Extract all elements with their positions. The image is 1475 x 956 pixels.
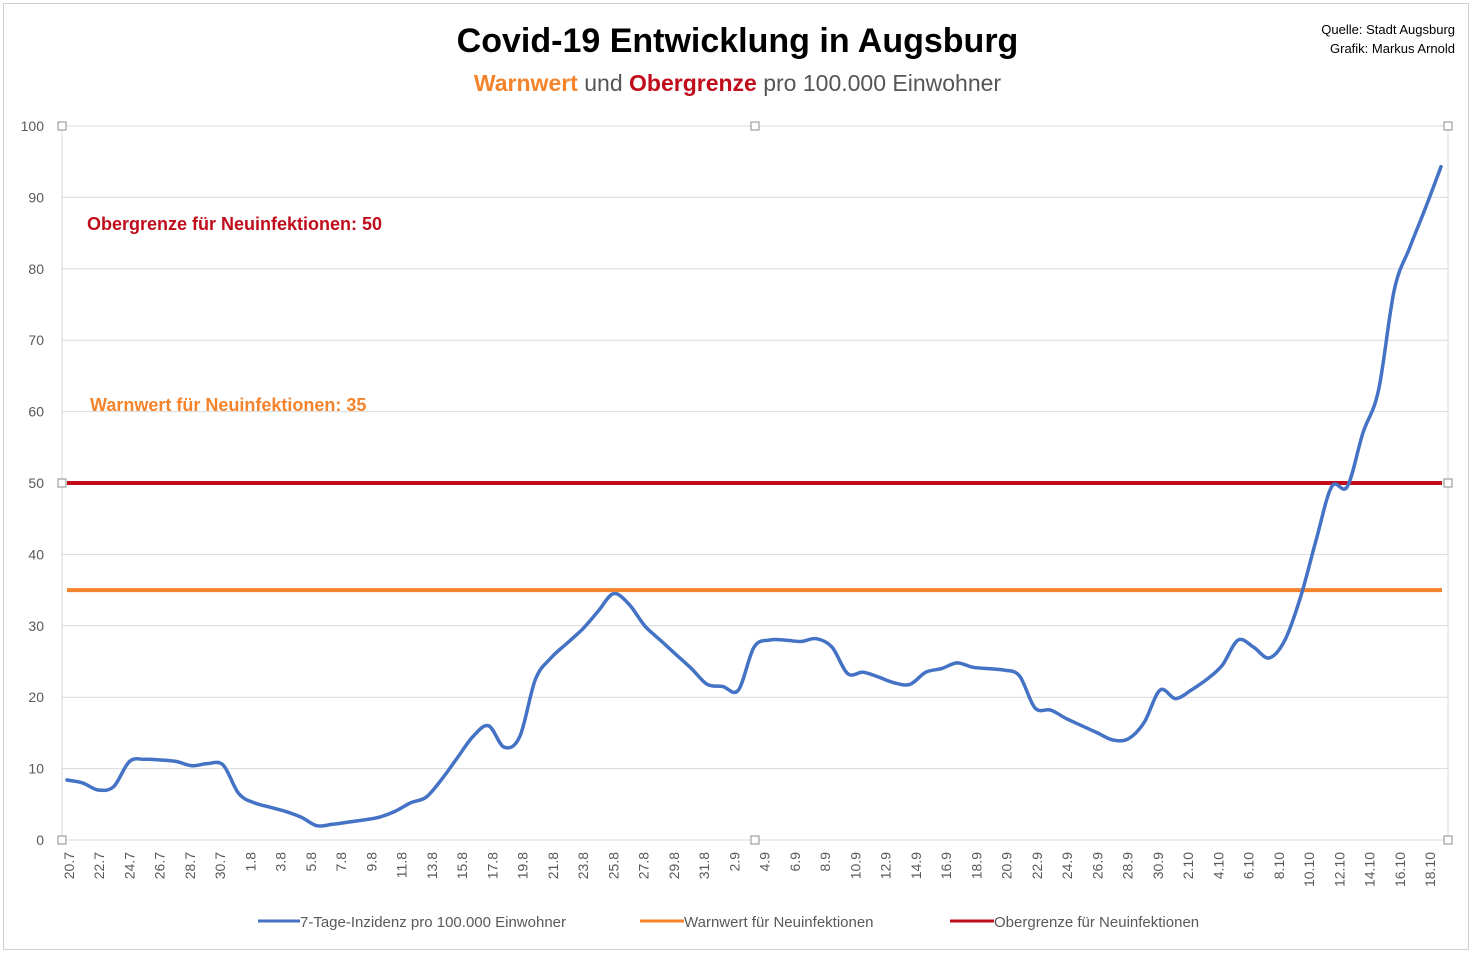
x-tick-label: 28.9 xyxy=(1120,852,1136,879)
source-note: Quelle: Stadt Augsburg Grafik: Markus Ar… xyxy=(1321,20,1455,58)
x-tick-label: 28.7 xyxy=(182,852,198,879)
x-tick-label: 26.7 xyxy=(152,852,168,879)
subtitle-warnwert: Warnwert xyxy=(473,70,578,96)
y-axis-ticks: 0 10 20 30 40 50 60 70 80 90 100 xyxy=(21,118,45,848)
x-tick-label: 22.9 xyxy=(1029,852,1045,879)
y-tick-label: 0 xyxy=(36,832,44,848)
x-tick-label: 25.8 xyxy=(605,852,621,879)
x-tick-label: 15.8 xyxy=(454,852,470,879)
y-tick-label: 10 xyxy=(28,761,44,777)
x-tick-label: 4.9 xyxy=(757,852,773,872)
resize-handle[interactable] xyxy=(57,835,67,845)
subtitle-und: und xyxy=(584,70,623,96)
x-tick-label: 24.9 xyxy=(1059,852,1075,879)
x-tick-label: 23.8 xyxy=(575,852,591,879)
x-tick-label: 6.9 xyxy=(787,852,803,872)
x-tick-label: 2.10 xyxy=(1180,852,1196,879)
x-tick-label: 20.9 xyxy=(999,852,1015,879)
x-tick-label: 30.7 xyxy=(212,852,228,879)
x-tick-label: 24.7 xyxy=(121,852,137,879)
subtitle-obergrenze: Obergrenze xyxy=(629,70,757,96)
x-tick-label: 5.8 xyxy=(303,852,319,872)
x-tick-label: 22.7 xyxy=(91,852,107,879)
x-tick-label: 4.10 xyxy=(1210,852,1226,879)
x-tick-label: 18.10 xyxy=(1422,852,1438,887)
x-tick-label: 20.7 xyxy=(61,852,77,879)
x-tick-label: 10.10 xyxy=(1301,852,1317,887)
incidence-series-line xyxy=(65,164,1443,828)
resize-handle[interactable] xyxy=(1443,835,1453,845)
y-tick-label: 50 xyxy=(28,475,44,491)
x-tick-label: 16.9 xyxy=(938,852,954,879)
x-tick-label: 31.8 xyxy=(696,852,712,879)
resize-handle[interactable] xyxy=(1443,121,1453,131)
subtitle-rest: pro 100.000 Einwohner xyxy=(763,70,1002,96)
legend-label-obergrenze: Obergrenze für Neuinfektionen xyxy=(994,914,1199,931)
x-tick-label: 11.8 xyxy=(394,852,410,878)
x-tick-label: 7.8 xyxy=(333,852,349,872)
warnwert-annotation: Warnwert für Neuinfektionen: 35 xyxy=(90,395,366,415)
y-tick-label: 70 xyxy=(28,332,44,348)
resize-handle[interactable] xyxy=(57,121,67,131)
x-tick-label: 14.10 xyxy=(1362,852,1378,887)
x-tick-label: 21.8 xyxy=(545,852,561,879)
x-tick-label: 12.10 xyxy=(1331,852,1347,887)
x-tick-label: 6.10 xyxy=(1241,852,1257,879)
x-tick-label: 12.9 xyxy=(878,852,894,879)
x-tick-label: 8.10 xyxy=(1271,852,1287,879)
chart-subtitle: Warnwert und Obergrenze pro 100.000 Einw… xyxy=(0,70,1475,97)
y-tick-label: 30 xyxy=(28,618,44,634)
y-tick-label: 40 xyxy=(28,546,44,562)
x-tick-label: 13.8 xyxy=(424,852,440,879)
chart-frame xyxy=(3,3,1469,950)
x-tick-label: 18.9 xyxy=(968,852,984,879)
y-tick-label: 60 xyxy=(28,404,44,420)
source-line: Quelle: Stadt Augsburg xyxy=(1321,22,1455,37)
x-tick-label: 27.8 xyxy=(636,852,652,879)
x-tick-label: 9.8 xyxy=(363,852,379,872)
resize-handle[interactable] xyxy=(1443,478,1453,488)
x-tick-label: 17.8 xyxy=(484,852,500,879)
x-tick-label: 10.9 xyxy=(847,852,863,879)
y-tick-label: 90 xyxy=(28,189,44,205)
resize-handle[interactable] xyxy=(750,835,760,845)
x-axis-ticks: 20.7 22.7 24.7 26.7 28.7 30.7 1.8 3.8 5.8 7.8 9.8 1… xyxy=(61,852,1438,887)
legend-label-inzidenz: 7-Tage-Inzidenz pro 100.000 Einwohner xyxy=(300,914,566,931)
reference-lines xyxy=(67,481,1442,593)
x-tick-label: 26.9 xyxy=(1089,852,1105,879)
chart-title: Covid-19 Entwicklung in Augsburg xyxy=(456,22,1019,60)
resize-handle[interactable] xyxy=(750,121,760,131)
selection-handles xyxy=(57,121,1453,845)
x-tick-label: 19.8 xyxy=(515,852,531,879)
credit-line: Grafik: Markus Arnold xyxy=(1330,41,1455,56)
x-tick-label: 29.8 xyxy=(666,852,682,879)
x-tick-label: 8.9 xyxy=(817,852,833,872)
resize-handle[interactable] xyxy=(57,478,67,488)
y-tick-label: 80 xyxy=(28,261,44,277)
x-tick-label: 14.9 xyxy=(908,852,924,879)
y-tick-label: 20 xyxy=(28,689,44,705)
legend-label-warnwert: Warnwert für Neuinfektionen xyxy=(684,914,874,931)
x-tick-label: 30.9 xyxy=(1150,852,1166,879)
x-tick-label: 3.8 xyxy=(273,852,289,872)
obergrenze-annotation: Obergrenze für Neuinfektionen: 50 xyxy=(87,214,382,234)
y-tick-label: 100 xyxy=(21,118,45,134)
x-tick-label: 16.10 xyxy=(1392,852,1408,887)
x-tick-label: 1.8 xyxy=(242,852,258,872)
x-tick-label: 2.9 xyxy=(726,852,742,872)
legend: 7-Tage-Inzidenz pro 100.000 Einwohner Wa… xyxy=(258,914,1199,931)
